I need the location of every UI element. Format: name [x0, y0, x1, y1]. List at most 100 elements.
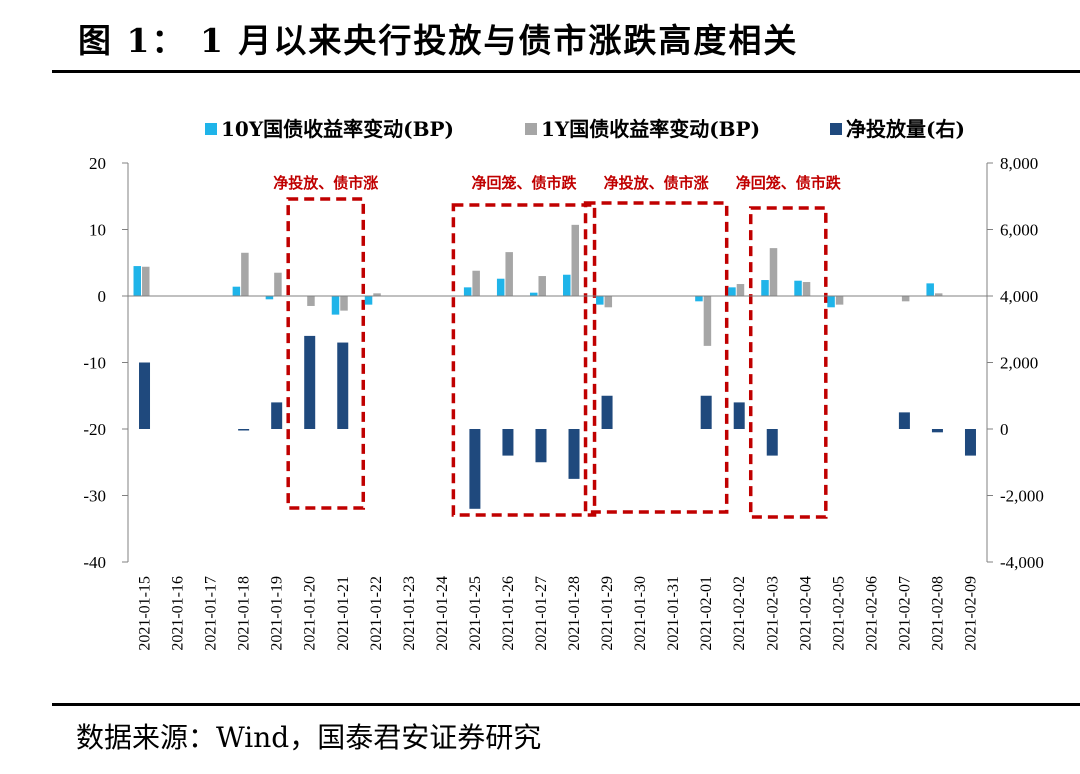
- bar: [601, 395, 613, 429]
- bar: [274, 272, 282, 296]
- bar: [241, 252, 249, 296]
- left-tick-label: 10: [89, 221, 106, 240]
- legend-label: 10Y国债收益率变动(BP): [221, 117, 454, 141]
- x-tick-label: 2021-02-09: [962, 576, 979, 651]
- bar: [596, 296, 604, 305]
- legend-swatch: [525, 123, 537, 135]
- bar: [133, 266, 142, 296]
- bar: [934, 293, 943, 296]
- x-tick-label: 2021-01-29: [599, 576, 616, 651]
- legend-label: 1Y国债收益率变动(BP): [541, 117, 760, 141]
- bar: [304, 335, 316, 429]
- bar: [700, 395, 712, 429]
- top-rule: [52, 70, 1080, 73]
- x-tick-label: 2021-01-16: [170, 576, 187, 651]
- legend-label: 净投放量(右): [846, 117, 965, 141]
- bar: [736, 284, 745, 296]
- bar: [469, 429, 481, 509]
- x-tick-label: 2021-01-18: [236, 576, 253, 651]
- annotation-box: [451, 203, 597, 517]
- bar: [769, 248, 778, 296]
- x-tick-label: 2021-01-15: [137, 576, 154, 651]
- bar: [931, 429, 943, 433]
- bar: [901, 296, 910, 302]
- annotation-label: 净回笼、债市跌: [471, 174, 577, 192]
- annotation-label: 净回笼、债市跌: [736, 174, 842, 192]
- x-tick-label: 2021-01-19: [269, 576, 286, 651]
- bar: [728, 287, 736, 296]
- left-tick-label: -30: [83, 487, 106, 506]
- bar: [271, 402, 283, 429]
- bar: [463, 287, 472, 296]
- x-tick-label: 2021-01-20: [302, 576, 319, 651]
- right-tick-label: 4,000: [1000, 287, 1038, 306]
- bar: [794, 280, 802, 296]
- left-tick-label: 20: [89, 154, 106, 173]
- annotation-label: 净投放、债市涨: [273, 174, 378, 192]
- x-tick-label: 2021-02-06: [863, 576, 880, 651]
- left-tick-label: 0: [98, 287, 107, 306]
- bar: [926, 283, 934, 296]
- x-tick-label: 2021-01-21: [335, 576, 352, 651]
- x-tick-label: 2021-02-02: [731, 576, 748, 651]
- legend-swatch: [830, 123, 842, 135]
- chart: 10Y国债收益率变动(BP) 1Y国债收益率变动(BP) 净投放量(右) 净投放、债…: [83, 117, 1044, 651]
- source-note: 数据来源：Wind，国泰君安证券研究: [76, 721, 542, 754]
- axes: 20 10 0 -10 -20 -30 -40 8,000 6,000 4,000 2,000 0 -2…: [83, 154, 1044, 651]
- legend-swatch: [205, 123, 217, 135]
- x-tick-label: 2021-01-25: [467, 576, 484, 651]
- bar: [496, 278, 505, 296]
- x-tick-label: 2021-01-27: [533, 576, 550, 651]
- bar: [472, 270, 480, 296]
- annotations: 净投放、债市涨 净回笼、债市跌 净投放、债市涨 净回笼、债市跌: [273, 174, 842, 519]
- x-tick-label: 2021-02-08: [929, 576, 946, 651]
- annotation-box: [286, 197, 366, 510]
- bar: [535, 429, 547, 463]
- bar: [563, 274, 571, 296]
- left-tick-label: -40: [83, 553, 106, 572]
- bar: [604, 296, 613, 308]
- right-tick-label: 0: [1000, 420, 1009, 439]
- bar: [761, 280, 769, 296]
- x-tick-label: 2021-01-31: [665, 576, 682, 651]
- right-tick-label: 2,000: [1000, 354, 1038, 373]
- right-tick-label: 6,000: [1000, 221, 1038, 240]
- figure-title: 图 1： 1 月以来央行投放与债市涨跌高度相关: [78, 21, 799, 60]
- x-tick-label: 2021-02-04: [797, 576, 814, 651]
- bottom-rule: [52, 703, 1080, 706]
- bar: [307, 296, 315, 306]
- annotation-box: [748, 206, 828, 519]
- bar: [898, 412, 910, 429]
- bar: [238, 429, 250, 431]
- bar: [364, 296, 373, 305]
- x-tick-label: 2021-01-26: [500, 576, 517, 651]
- x-tick-label: 2021-01-24: [434, 576, 451, 651]
- bar: [571, 224, 580, 296]
- left-tick-label: -10: [83, 354, 106, 373]
- bar: [505, 252, 513, 296]
- annotation-label: 净投放、债市涨: [604, 174, 709, 192]
- bar: [703, 296, 712, 346]
- bar: [265, 296, 274, 300]
- x-tick-label: 2021-02-05: [830, 576, 847, 651]
- bar: [340, 296, 348, 311]
- x-tick-label: 2021-01-22: [368, 576, 385, 651]
- right-tick-label: 8,000: [1000, 154, 1038, 173]
- bar: [827, 296, 835, 308]
- x-tick-label: 2021-01-30: [632, 576, 649, 651]
- bar: [802, 282, 811, 296]
- x-tick-label: 2021-02-07: [896, 576, 913, 651]
- bar: [337, 342, 349, 429]
- bar: [529, 292, 538, 296]
- bar: [538, 276, 546, 296]
- bar: [835, 296, 844, 305]
- annotation-box: [583, 201, 729, 514]
- x-tick-label: 2021-01-28: [566, 576, 583, 651]
- bar: [502, 429, 514, 456]
- bar: [964, 429, 976, 456]
- legend: 10Y国债收益率变动(BP) 1Y国债收益率变动(BP) 净投放量(右): [205, 117, 965, 141]
- x-tick-label: 2021-01-17: [203, 576, 220, 651]
- bar: [568, 429, 580, 479]
- x-tick-label: 2021-02-03: [764, 576, 781, 651]
- right-tick-label: -2,000: [1000, 487, 1044, 506]
